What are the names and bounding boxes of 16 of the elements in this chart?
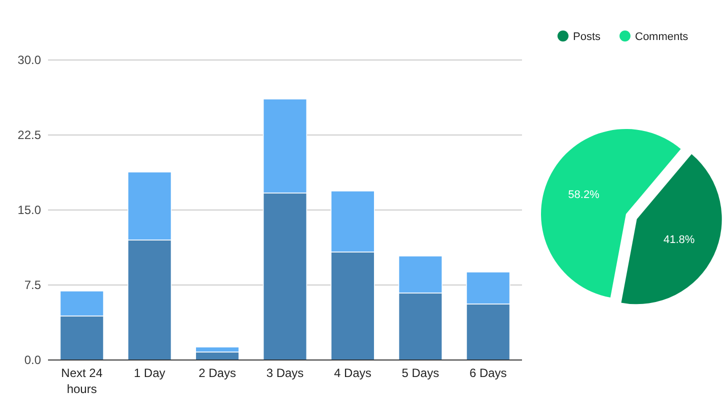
y-tick-label: 7.5 — [24, 278, 42, 292]
y-tick-label: 22.5 — [18, 128, 42, 142]
x-tick-label: 4 Days — [334, 366, 372, 380]
data-label: 41.8% — [663, 234, 695, 246]
legend-label: Comments — [635, 31, 689, 43]
data-label: 58.2% — [568, 188, 600, 201]
legend-label: Posts — [573, 31, 602, 43]
x-tick-label: 6 Days — [469, 366, 507, 380]
y-tick-label: 15.0 — [18, 203, 42, 218]
x-tick-label: Next 24 hours — [61, 366, 103, 396]
x-tick-label: 5 Days — [402, 366, 440, 380]
x-tick-label: 2 Days — [198, 366, 236, 380]
x-tick-label: 1 Day — [134, 366, 166, 380]
x-tick-label: 3 Days — [266, 366, 304, 380]
y-tick-label: 0.0 — [24, 353, 42, 368]
y-tick-label: 30.0 — [18, 53, 42, 68]
